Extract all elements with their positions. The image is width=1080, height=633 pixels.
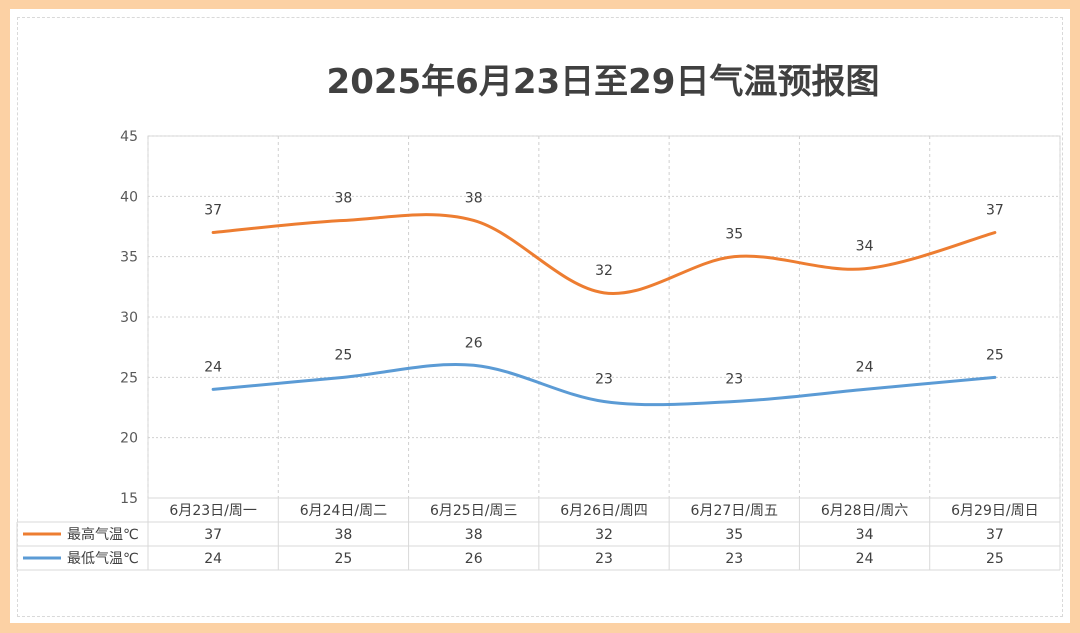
table-cell: 37	[204, 527, 222, 543]
chart-title: 2025年6月23日至29日气温预报图	[326, 62, 880, 102]
data-label: 35	[725, 227, 743, 243]
data-label: 23	[595, 371, 613, 387]
data-label: 37	[204, 203, 222, 219]
legend-label: 最低气温℃	[67, 551, 139, 567]
table-cell: 34	[856, 527, 874, 543]
x-tick-label: 6月25日/周三	[430, 503, 517, 519]
data-label: 37	[986, 203, 1004, 219]
x-tick-label: 6月23日/周一	[169, 503, 256, 519]
y-tick-label: 15	[120, 491, 138, 507]
data-label: 24	[856, 359, 874, 375]
table-cell: 24	[204, 551, 222, 567]
legend-label: 最高气温℃	[67, 526, 139, 543]
data-label: 25	[986, 347, 1004, 363]
y-tick-label: 20	[120, 431, 138, 447]
chart-area-border	[17, 17, 1063, 617]
y-tick-label: 25	[120, 370, 138, 386]
table-cell: 25	[986, 551, 1004, 567]
data-label: 25	[335, 347, 353, 363]
x-tick-label: 6月28日/周六	[821, 503, 908, 519]
x-tick-label: 6月24日/周二	[300, 503, 387, 519]
table-cell: 32	[595, 527, 613, 543]
table-cell: 37	[986, 527, 1004, 543]
table-cell: 23	[595, 551, 613, 567]
data-label: 32	[595, 263, 613, 279]
data-label: 38	[465, 190, 483, 206]
data-label: 26	[465, 335, 483, 351]
table-cell: 24	[856, 551, 874, 567]
x-tick-label: 6月27日/周五	[691, 503, 778, 519]
y-tick-label: 40	[120, 189, 138, 205]
table-cell: 38	[335, 527, 353, 543]
data-label: 38	[335, 190, 353, 206]
data-label: 24	[204, 359, 222, 375]
data-label: 23	[725, 371, 743, 387]
x-tick-label: 6月29日/周日	[951, 503, 1038, 519]
data-label: 34	[856, 239, 874, 255]
y-tick-label: 35	[120, 250, 138, 266]
table-cell: 26	[465, 551, 483, 567]
chart-panel	[10, 9, 1070, 623]
table-cell: 23	[725, 551, 743, 567]
y-tick-label: 45	[120, 129, 138, 145]
x-tick-label: 6月26日/周四	[560, 503, 647, 519]
series-line-1	[211, 213, 997, 296]
y-tick-label: 30	[120, 310, 138, 326]
table-cell: 38	[465, 527, 483, 543]
table-cell: 35	[725, 527, 743, 543]
table-cell: 25	[335, 551, 353, 567]
